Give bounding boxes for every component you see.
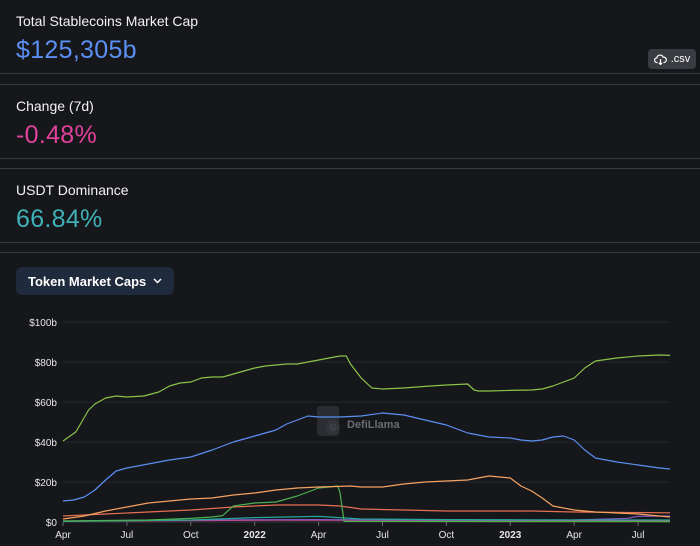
y-tick-label: $20b	[35, 478, 58, 489]
series-line-busd	[62, 475, 671, 520]
x-tick-label: 2023	[499, 530, 522, 541]
token-market-caps-chart: ◉ DefiLlama $0 $20b $40b $60b $80b $100b Apr J…	[29, 318, 671, 541]
usdt-dominance-label: USDT Dominance	[16, 182, 129, 198]
y-axis: $0 $20b $40b $60b $80b $100b	[29, 318, 57, 529]
x-axis: Apr Jul Oct 2022 Apr Jul Oct 2023 Apr Jul	[55, 522, 644, 541]
total-market-cap-label: Total Stablecoins Market Cap	[16, 13, 199, 29]
series-line-dai	[62, 504, 671, 517]
x-tick-label: Apr	[566, 530, 582, 541]
divider-5	[0, 242, 700, 243]
dropdown-label: Token Market Caps	[28, 273, 147, 289]
x-tick-label: Apr	[55, 530, 71, 541]
change-7d-label: Change (7d)	[16, 98, 94, 114]
change-7d-value: -0.48%	[16, 121, 98, 149]
chevron-down-icon	[153, 278, 162, 284]
y-tick-label: $0	[46, 518, 58, 529]
divider-3	[0, 158, 700, 159]
watermark-text: DefiLlama	[347, 419, 400, 431]
series-line-ust	[62, 485, 671, 523]
divider-2	[0, 84, 700, 85]
y-tick-label: $100b	[29, 318, 57, 329]
x-tick-label: Oct	[183, 530, 199, 541]
series-line-frax	[62, 515, 670, 522]
divider-1	[0, 73, 700, 74]
chart-series	[62, 354, 671, 523]
y-tick-label: $60b	[35, 398, 58, 409]
x-tick-label: Jul	[376, 530, 389, 541]
cloud-download-icon	[653, 53, 667, 65]
divider-4	[0, 168, 700, 169]
y-tick-label: $40b	[35, 438, 58, 449]
series-line-usdc	[62, 412, 671, 502]
token-market-caps-dropdown[interactable]: Token Market Caps	[16, 267, 174, 295]
x-tick-label: Jul	[632, 530, 645, 541]
y-tick-label: $80b	[35, 358, 58, 369]
x-tick-label: Oct	[439, 530, 455, 541]
defillama-watermark: ◉ DefiLlama	[317, 406, 400, 436]
divider-6	[0, 252, 700, 253]
svg-text:◉: ◉	[325, 416, 341, 436]
usdt-dominance-value: 66.84%	[16, 205, 103, 233]
csv-download-button[interactable]: .csv	[648, 49, 696, 69]
series-line-usdt	[62, 354, 671, 442]
x-tick-label: Jul	[120, 530, 133, 541]
csv-button-label: .csv	[670, 53, 691, 65]
total-market-cap-value: $125,305b	[16, 36, 137, 64]
x-tick-label: Apr	[311, 530, 327, 541]
x-tick-label: 2022	[244, 530, 267, 541]
